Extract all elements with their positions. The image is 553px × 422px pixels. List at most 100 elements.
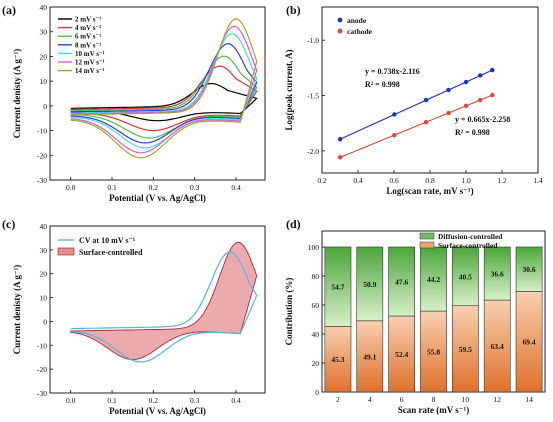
y-tick-label-a: 30	[40, 28, 48, 37]
x-tick-label-d: 12	[493, 395, 501, 404]
x-tick-label-a: 0.1	[107, 183, 117, 192]
bar-surface-controlled	[324, 326, 352, 393]
bar-label-surface: 63.4	[491, 342, 504, 351]
bar-label-surface: 69.4	[523, 338, 536, 347]
x-axis-label-b: Log(scan rate, mV s⁻¹)	[386, 186, 473, 196]
bar-diffusion-controlled	[451, 246, 479, 307]
bar-diffusion-controlled	[356, 246, 384, 322]
y-tick-label-c: 0	[43, 317, 47, 326]
x-tick-label-d: 14	[525, 395, 533, 404]
data-point-anode	[490, 67, 495, 73]
y-tick-label-b: -1.5	[307, 92, 319, 101]
cv-curve-a	[70, 18, 258, 159]
bar-label-diffusion: 47.6	[395, 278, 408, 287]
bar-label-surface: 49.1	[363, 352, 376, 361]
y-tick-label-a: -30	[37, 176, 47, 185]
panel-a: (a) -30 -20 -10 0 10 20 30 40 0.0 0.1 0.2 0.3 0.4 2 …	[2, 3, 266, 203]
legend-label-a: 12 mV s⁻¹	[75, 59, 105, 67]
y-tick-label-a: -10	[37, 127, 47, 136]
x-tick-label-a: 0.3	[190, 183, 200, 192]
x-tick-label-b: 0.8	[425, 176, 435, 185]
y-tick-label-c: 10	[40, 294, 48, 303]
x-axis-label-c: Potential (V vs. Ag/AgCl)	[109, 406, 206, 416]
cv-curve-a	[70, 55, 258, 139]
y-tick-label-d: 80	[312, 272, 320, 281]
bar-diffusion-controlled	[388, 246, 416, 317]
x-tick-label-b: 1.0	[461, 176, 471, 185]
y-tick-label-c: -30	[37, 389, 47, 398]
x-tick-label-b: 1.2	[497, 176, 507, 185]
x-tick-label-b: 0.2	[317, 176, 327, 185]
panel-label-d: (d)	[286, 217, 301, 231]
x-axis-label-a: Potential (V vs. Ag/AgCl)	[109, 193, 206, 203]
legend-swatch-surface-d	[419, 241, 435, 249]
bar-diffusion-controlled	[324, 246, 352, 327]
y-axis-label-d: Contribution (%)	[284, 278, 294, 346]
x-tick-label-d: 4	[368, 395, 372, 404]
legend-a: 2 mV s⁻¹4 mV s⁻¹6 mV s⁻¹8 mV s⁻¹10 mV s⁻…	[58, 16, 105, 75]
y-tick-label-a: 20	[40, 52, 48, 61]
bar-label-diffusion: 44.2	[427, 275, 440, 284]
panel-d: (d) 0 20 40 60 80 100 2 4 6 8 10 12 14 45.3 54.7 49.1 5…	[284, 217, 546, 415]
x-tick-label-d: 6	[400, 395, 404, 404]
panel-b: (b) -2.0 -1.5 -1.0 0.2 0.4 0.6 0.8 1.0 1.2 1.4 y …	[284, 3, 543, 196]
y-tick-label-c: -10	[37, 341, 47, 350]
bar-diffusion-controlled	[483, 246, 511, 301]
panel-label-c: (c)	[2, 217, 15, 231]
r2-anode: R² = 0.998	[365, 80, 400, 89]
bar-surface-controlled	[451, 305, 479, 393]
bar-label-surface: 55.8	[427, 348, 440, 357]
y-tick-label-a: 10	[40, 77, 48, 86]
legend-label-b: cathode	[347, 27, 373, 36]
y-tick-label-b: -2.0	[307, 147, 319, 156]
bar-label-surface: 59.5	[459, 345, 472, 354]
legend-label-a: 14 mV s⁻¹	[75, 67, 105, 75]
legend-label-diffusion: Diffusion-controlled	[438, 232, 503, 241]
data-point-cathode	[337, 155, 343, 160]
cv-curve-a	[70, 33, 258, 149]
x-tick-label-c: 0.2	[149, 396, 159, 405]
bar-label-diffusion: 50.9	[363, 280, 376, 289]
bars-d: 45.3 54.7 49.1 50.9 52.4 47.6 55.8 44.2 59.5 40.5…	[324, 246, 543, 393]
surface-controlled-area	[70, 241, 258, 361]
bar-label-surface: 45.3	[331, 355, 344, 364]
data-point-cathode	[478, 97, 483, 103]
x-tick-label-d: 2	[336, 395, 340, 404]
y-tick-label-d: 100	[308, 243, 320, 252]
cv-curve-a	[70, 65, 258, 132]
y-tick-label-b: -1.0	[307, 36, 319, 45]
y-axis-label-a: Current denisty (A g⁻¹)	[12, 49, 22, 139]
y-tick-label-a: -20	[37, 151, 47, 160]
ticks-d: 0 20 40 60 80 100 2 4 6 8 10 12 14	[308, 243, 533, 404]
bar-surface-controlled	[356, 320, 384, 393]
bar-label-diffusion: 36.6	[491, 270, 504, 279]
fit-equation-anode: y = 0.738x-2.116	[365, 67, 420, 76]
bar-surface-controlled	[388, 315, 416, 393]
bar-label-diffusion: 30.6	[523, 265, 536, 274]
legend-marker-b	[337, 17, 343, 23]
y-tick-label-d: 40	[312, 330, 320, 339]
y-tick-label-c: -20	[37, 365, 47, 374]
x-tick-label-c: 0.0	[66, 396, 76, 405]
cv-curve-a	[70, 43, 258, 144]
data-point-cathode	[446, 110, 451, 116]
data-point-anode	[446, 87, 451, 93]
bar-label-diffusion: 54.7	[331, 283, 344, 292]
cv-curve-10mv	[70, 251, 258, 363]
legend-marker-b	[337, 28, 343, 34]
y-tick-label-c: 30	[40, 246, 48, 255]
ticks-c: -30 -20 -10 0 10 20 30 40 0.0 0.1 0.2 0.3 0.4	[37, 222, 241, 405]
legend-swatch-surface	[57, 247, 75, 256]
legend-c: CV at 10 mV s⁻¹ Surface-controlled	[57, 236, 143, 257]
legend-label-a: 10 mV s⁻¹	[75, 50, 105, 58]
x-tick-label-b: 0.6	[389, 176, 399, 185]
axes-frame-a	[49, 6, 266, 181]
panel-c: (c) -30 -20 -10 0 10 20 30 40 0.0 0.1 0.2 0.3 0.4 CV…	[2, 217, 266, 416]
x-tick-label-a: 0.4	[231, 183, 241, 192]
panel-label-a: (a)	[2, 3, 16, 17]
axes-frame-c	[49, 225, 266, 394]
y-tick-label-d: 60	[312, 301, 320, 310]
data-point-anode	[423, 97, 429, 103]
x-tick-label-c: 0.3	[190, 396, 200, 405]
